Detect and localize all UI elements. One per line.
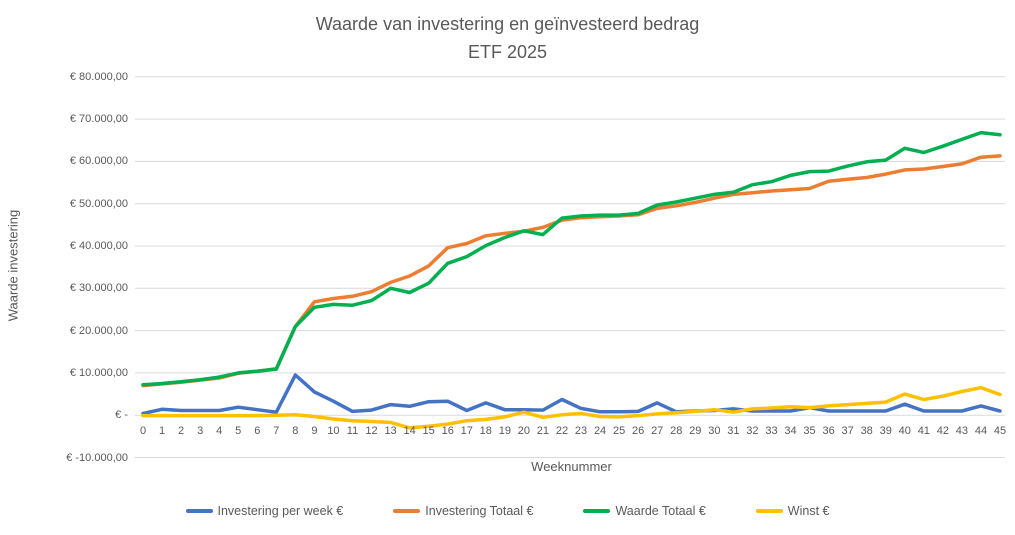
legend-item: Investering Totaal € xyxy=(393,504,533,518)
legend-label: Winst € xyxy=(787,504,830,518)
x-tick-label: 33 xyxy=(765,425,778,437)
x-tick-label: 44 xyxy=(974,425,988,437)
legend-item: Waarde Totaal € xyxy=(583,504,706,518)
x-tick-label: 23 xyxy=(574,425,588,437)
x-tick-label: 27 xyxy=(651,425,664,437)
x-axis-title: Weeknummer xyxy=(531,459,612,474)
x-tick-label: 11 xyxy=(346,425,359,437)
y-tick-label: € - xyxy=(115,409,128,422)
x-tick-label: 19 xyxy=(498,425,511,437)
x-tick-label: 29 xyxy=(689,425,702,437)
x-tick-label: 40 xyxy=(898,425,911,437)
legend: Investering per week € Investering Totaal… xyxy=(0,504,1015,518)
legend-item: Winst € xyxy=(755,504,830,518)
x-tick-label: 41 xyxy=(917,425,930,437)
series-line-investering-per-week xyxy=(141,373,1002,416)
x-tick-label: 28 xyxy=(670,425,683,437)
y-tick-label: € 50.000,00 xyxy=(69,197,128,210)
x-tick-label: 15 xyxy=(422,425,435,437)
y-tick-label: € 80.000,00 xyxy=(69,70,128,83)
x-tick-label: 17 xyxy=(460,425,473,437)
x-tick-label: 8 xyxy=(292,425,299,437)
x-tick-label: 32 xyxy=(746,425,759,437)
legend-swatch-icon xyxy=(755,509,783,513)
x-tick-label: 30 xyxy=(708,425,721,437)
x-tick-label: 42 xyxy=(936,425,949,437)
x-tick-label: 22 xyxy=(555,425,569,437)
x-tick-label: 35 xyxy=(803,425,816,437)
chart-title-line2: ETF 2025 xyxy=(467,42,548,62)
x-tick-label: 5 xyxy=(235,425,242,437)
legend-label: Investering Totaal € xyxy=(425,504,534,518)
x-tick-label: 24 xyxy=(593,425,607,437)
x-tick-label: 45 xyxy=(993,425,1007,437)
x-tick-label: 0 xyxy=(139,425,147,437)
x-tick-label: 13 xyxy=(384,425,397,437)
x-tick-label: 6 xyxy=(254,425,261,437)
x-tick-label: 39 xyxy=(879,425,892,437)
series-line-investering-totaal xyxy=(141,154,1002,388)
legend-label: Waarde Totaal € xyxy=(615,504,706,518)
y-tick-label: € 20.000,00 xyxy=(69,324,128,337)
x-tick-label: 43 xyxy=(955,425,969,437)
x-tick-label: 16 xyxy=(441,425,454,437)
y-tick-label: € 30.000,00 xyxy=(69,282,128,295)
x-tick-label: 7 xyxy=(273,425,280,437)
legend-item: Investering per week € xyxy=(185,504,344,518)
x-tick-label: 20 xyxy=(517,425,530,437)
series-line-winst xyxy=(141,385,1002,430)
x-tick-label: 18 xyxy=(479,425,492,437)
x-tick-label: 2 xyxy=(178,425,185,437)
y-tick-label: € 10.000,00 xyxy=(69,366,128,379)
y-tick-label: € 40.000,00 xyxy=(69,240,128,252)
y-tick-label: € -10.000,00 xyxy=(66,451,128,464)
x-tick-label: 38 xyxy=(860,425,873,437)
x-tick-label: 36 xyxy=(822,425,835,437)
legend-swatch-icon xyxy=(583,509,611,513)
x-tick-label: 12 xyxy=(365,425,378,437)
legend-swatch-icon xyxy=(185,509,213,513)
y-axis-title: Waarde investering xyxy=(5,209,21,322)
x-tick-label: 14 xyxy=(403,425,416,437)
x-tick-label: 25 xyxy=(612,425,626,437)
x-tick-label: 37 xyxy=(841,425,854,437)
legend-swatch-icon xyxy=(393,509,421,513)
y-tick-label: € 70.000,00 xyxy=(69,113,128,126)
x-tick-label: 21 xyxy=(536,425,550,437)
series-line-waarde-totaal xyxy=(141,130,1002,387)
x-tick-label: 1 xyxy=(158,425,166,437)
x-tick-label: 26 xyxy=(632,425,645,437)
x-tick-label: 9 xyxy=(311,425,318,437)
x-tick-label: 4 xyxy=(216,425,223,437)
chart-title: Waarde van investering en geïnvesteerd b… xyxy=(0,10,1015,66)
x-tick-label: 31 xyxy=(727,425,740,437)
x-tick-label: 3 xyxy=(197,425,204,437)
x-tick-label: 34 xyxy=(784,425,797,437)
y-tick-label: € 60.000,00 xyxy=(69,155,128,168)
chart-title-line1: Waarde van investering en geïnvesteerd b… xyxy=(315,14,700,34)
x-tick-label: 10 xyxy=(327,425,340,437)
legend-label: Investering per week € xyxy=(217,504,344,518)
